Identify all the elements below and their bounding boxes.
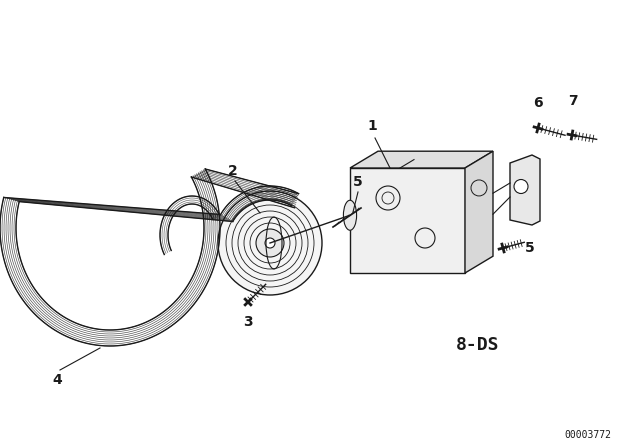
Polygon shape — [465, 151, 493, 273]
Text: 00003772: 00003772 — [564, 430, 611, 440]
Text: 6: 6 — [533, 96, 543, 110]
Circle shape — [218, 191, 322, 295]
Text: 1: 1 — [367, 119, 377, 133]
Text: 4: 4 — [52, 373, 62, 387]
Circle shape — [256, 229, 284, 257]
Text: 7: 7 — [568, 94, 578, 108]
Text: 5: 5 — [525, 241, 535, 255]
Text: 8-DS: 8-DS — [456, 336, 500, 354]
Polygon shape — [350, 168, 465, 273]
Polygon shape — [510, 155, 540, 225]
Text: 3: 3 — [243, 315, 253, 329]
Polygon shape — [350, 151, 493, 168]
Circle shape — [265, 238, 275, 248]
Text: 5: 5 — [353, 175, 363, 189]
Text: 2: 2 — [228, 164, 238, 178]
Ellipse shape — [344, 200, 356, 230]
Circle shape — [514, 180, 528, 194]
